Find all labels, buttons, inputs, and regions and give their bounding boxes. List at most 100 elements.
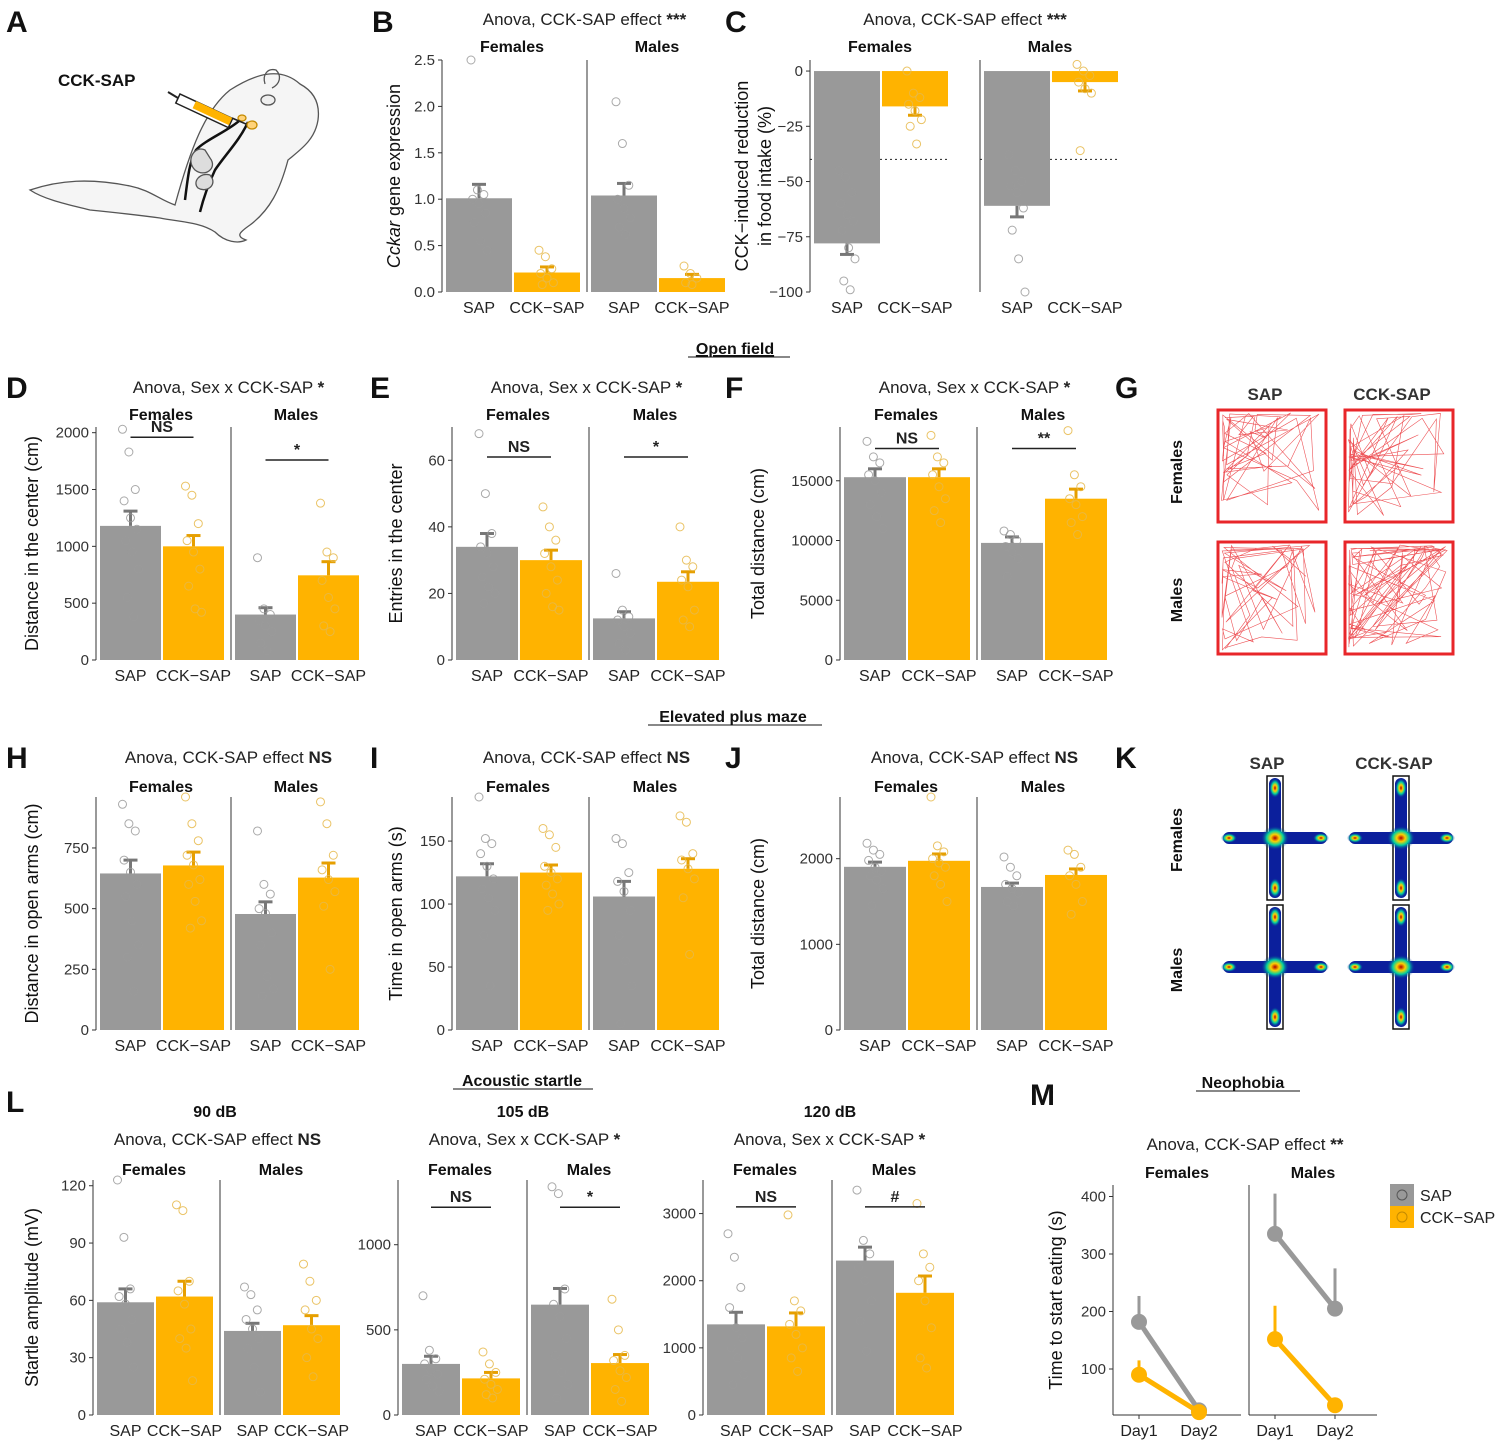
data-point [257, 991, 267, 1001]
data-point [679, 261, 689, 271]
data-point [253, 826, 262, 836]
significance-marker: * [614, 1130, 621, 1149]
data-point [613, 1325, 623, 1335]
data-point [681, 555, 691, 565]
data-point [325, 964, 335, 974]
chart-B: B Anova, CCK-SAP effect *** Cckar gene exp… [372, 6, 730, 317]
data-point [479, 190, 489, 200]
data-point [1010, 165, 1020, 175]
data-point [723, 1229, 733, 1239]
data-point [868, 452, 878, 462]
data-point [786, 1353, 796, 1363]
panel-letter-h: H [6, 742, 28, 775]
data-point [864, 855, 874, 865]
x-tick-label: SAP [996, 668, 1028, 685]
y-tick-label: 0 [81, 1022, 89, 1039]
y-tick-label: 0.0 [414, 284, 435, 301]
data-point [1001, 879, 1011, 889]
data-point [554, 605, 564, 615]
heat-spot-bottom [1269, 878, 1281, 898]
data-point [479, 931, 489, 941]
y-axis-label: CCK−induced reduction [732, 81, 752, 272]
facet-label: Females [428, 1162, 492, 1179]
x-tick-label: CCK−SAP [291, 1038, 366, 1055]
data-point [878, 884, 888, 894]
bar-cck-sap [163, 546, 224, 660]
data-point [910, 106, 920, 116]
data-point [625, 213, 635, 223]
y-tick-label: 0 [383, 1407, 391, 1424]
facet-label: Females [122, 1162, 186, 1179]
bar-sap [593, 896, 655, 1030]
bar-sap [591, 195, 657, 292]
significance-marker: * [676, 378, 683, 397]
y-axis-label: Distance in the center (cm) [22, 436, 42, 651]
facet-females: Females SAP CCK−SAP [446, 39, 585, 317]
data-point [544, 830, 554, 840]
data-point [619, 622, 629, 632]
data-point [474, 792, 484, 802]
y-tick-label: 40 [428, 519, 445, 536]
bar-sap [844, 866, 906, 1030]
data-point [864, 470, 874, 480]
chart-title-text: Anova, CCK-SAP effect [1147, 1135, 1331, 1154]
x-tick-label: CCK−SAP [509, 300, 584, 317]
facet-label: Females [486, 779, 550, 796]
data-point [328, 850, 338, 860]
facet-label: Females [1145, 1165, 1209, 1182]
x-tick-label: SAP [608, 668, 640, 685]
data-point [132, 524, 142, 534]
data-point [920, 1296, 930, 1306]
plus-maze-heatmap-0 [1221, 775, 1329, 901]
y-tick-label: 1000 [358, 1237, 391, 1254]
data-point [125, 1284, 135, 1294]
series-point [1327, 1397, 1343, 1414]
data-point [466, 55, 476, 65]
data-point [472, 185, 482, 195]
facet-females: Females SAP CCK−SAP [100, 779, 231, 1055]
x-tick-label: CCK−SAP [156, 1038, 231, 1055]
panel-letter-m: M [1030, 1079, 1055, 1112]
data-point [904, 99, 914, 109]
data-point [330, 604, 340, 614]
data-point [621, 1373, 631, 1383]
bar-sap [100, 525, 161, 660]
data-point [563, 1379, 573, 1389]
data-point [731, 1323, 741, 1333]
data-point [428, 1381, 438, 1391]
data-point [488, 874, 498, 884]
facet-males: Males SAP CCK−SAP [219, 1162, 349, 1440]
data-point [1020, 287, 1030, 297]
data-point [119, 496, 129, 506]
significance-label: NS [450, 1189, 473, 1206]
k-row-males: Males [1169, 948, 1186, 993]
y-tick-label: 10000 [791, 533, 833, 550]
data-point [129, 1362, 138, 1372]
significance-marker: * [1064, 378, 1071, 397]
data-point [265, 610, 275, 620]
chart-title: Anova, CCK-SAP effect ** [1147, 1135, 1344, 1154]
section-title-epm: Elevated plus maze [659, 709, 807, 726]
x-tick-label: SAP [114, 1038, 146, 1055]
bar-sap [235, 913, 296, 1030]
data-point [613, 194, 623, 204]
data-point [262, 646, 272, 656]
panel-letter-j: J [725, 742, 742, 775]
y-tick-label: 0 [825, 652, 833, 669]
heat-spot-left [1347, 962, 1363, 972]
data-point [265, 889, 275, 899]
bar-sap [235, 614, 296, 660]
data-point [256, 638, 266, 648]
y-axis-label-text: CCK−induced reduction [732, 81, 752, 272]
chart-I: I Anova, CCK-SAP effect NS Time in open ar… [370, 742, 726, 1055]
bar-cck-sap [1052, 71, 1118, 83]
data-point [487, 839, 497, 849]
significance-marker: ** [1330, 1135, 1344, 1154]
data-point [839, 276, 849, 286]
y-axis-label-text: gene expression [384, 84, 404, 216]
y-axis-label: Startle amplitude (mV) [22, 1208, 42, 1387]
significance-marker: NS [309, 748, 333, 767]
data-point [491, 1367, 501, 1377]
data-point [126, 513, 135, 523]
